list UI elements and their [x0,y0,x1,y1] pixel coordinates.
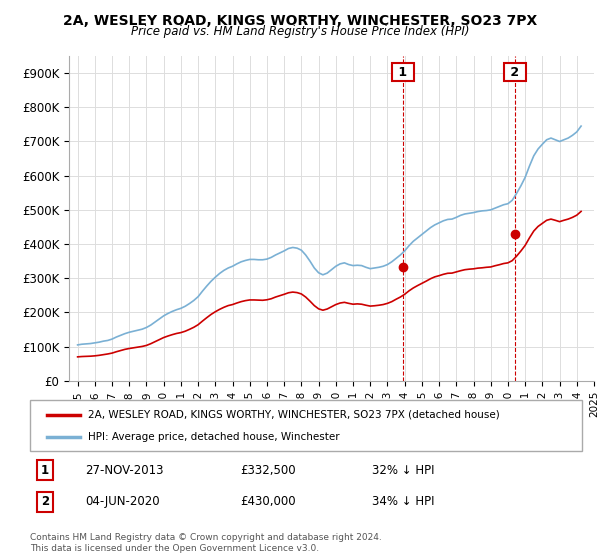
Text: 04-JUN-2020: 04-JUN-2020 [85,496,160,508]
Text: 1: 1 [41,464,49,477]
Text: HPI: Average price, detached house, Winchester: HPI: Average price, detached house, Winc… [88,432,340,442]
FancyBboxPatch shape [30,400,582,451]
Text: 32% ↓ HPI: 32% ↓ HPI [372,464,435,477]
Text: 2A, WESLEY ROAD, KINGS WORTHY, WINCHESTER, SO23 7PX (detached house): 2A, WESLEY ROAD, KINGS WORTHY, WINCHESTE… [88,409,500,419]
Text: 2: 2 [506,66,524,79]
Text: £430,000: £430,000 [240,496,295,508]
Text: 27-NOV-2013: 27-NOV-2013 [85,464,164,477]
Text: 34% ↓ HPI: 34% ↓ HPI [372,496,435,508]
Text: Price paid vs. HM Land Registry's House Price Index (HPI): Price paid vs. HM Land Registry's House … [131,25,469,38]
Text: 1: 1 [394,66,412,79]
Text: £332,500: £332,500 [240,464,295,477]
Text: 2A, WESLEY ROAD, KINGS WORTHY, WINCHESTER, SO23 7PX: 2A, WESLEY ROAD, KINGS WORTHY, WINCHESTE… [63,14,537,28]
Text: 2: 2 [41,496,49,508]
Text: Contains HM Land Registry data © Crown copyright and database right 2024.
This d: Contains HM Land Registry data © Crown c… [30,533,382,553]
